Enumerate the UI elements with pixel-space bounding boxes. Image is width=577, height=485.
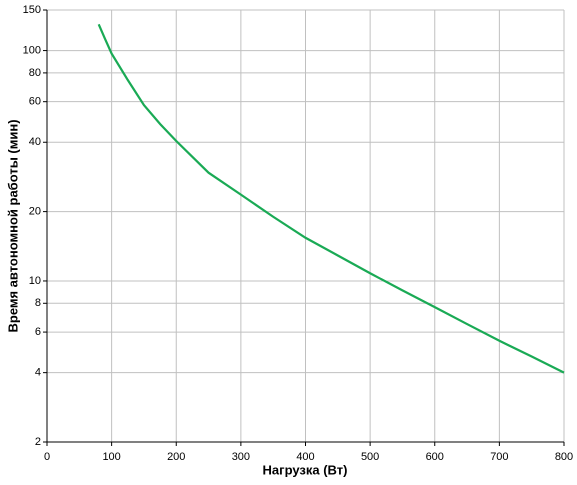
x-tick-label: 800 — [555, 451, 573, 463]
x-tick-label: 500 — [361, 451, 379, 463]
y-tick-label: 80 — [29, 67, 41, 79]
y-tick-label: 150 — [23, 4, 41, 16]
y-tick-label: 2 — [35, 436, 41, 448]
y-axis-label: Время автономной работы (мин) — [5, 119, 20, 332]
y-tick-label: 100 — [23, 44, 41, 56]
x-tick-label: 0 — [44, 451, 50, 463]
x-tick-label: 100 — [102, 451, 120, 463]
x-tick-label: 600 — [426, 451, 444, 463]
x-tick-label: 200 — [167, 451, 185, 463]
y-tick-label: 10 — [29, 275, 41, 287]
x-axis-label: Нагрузка (Вт) — [263, 462, 348, 477]
x-tick-label: 700 — [490, 451, 508, 463]
x-tick-label: 300 — [232, 451, 250, 463]
y-tick-label: 20 — [29, 206, 41, 218]
y-tick-label: 8 — [35, 297, 41, 309]
y-tick-label: 4 — [35, 367, 41, 379]
data-line — [97, 23, 565, 374]
y-tick-label: 40 — [29, 136, 41, 148]
x-tick-label: 400 — [296, 451, 314, 463]
y-tick-label: 60 — [29, 96, 41, 108]
y-tick-label: 6 — [35, 326, 41, 338]
